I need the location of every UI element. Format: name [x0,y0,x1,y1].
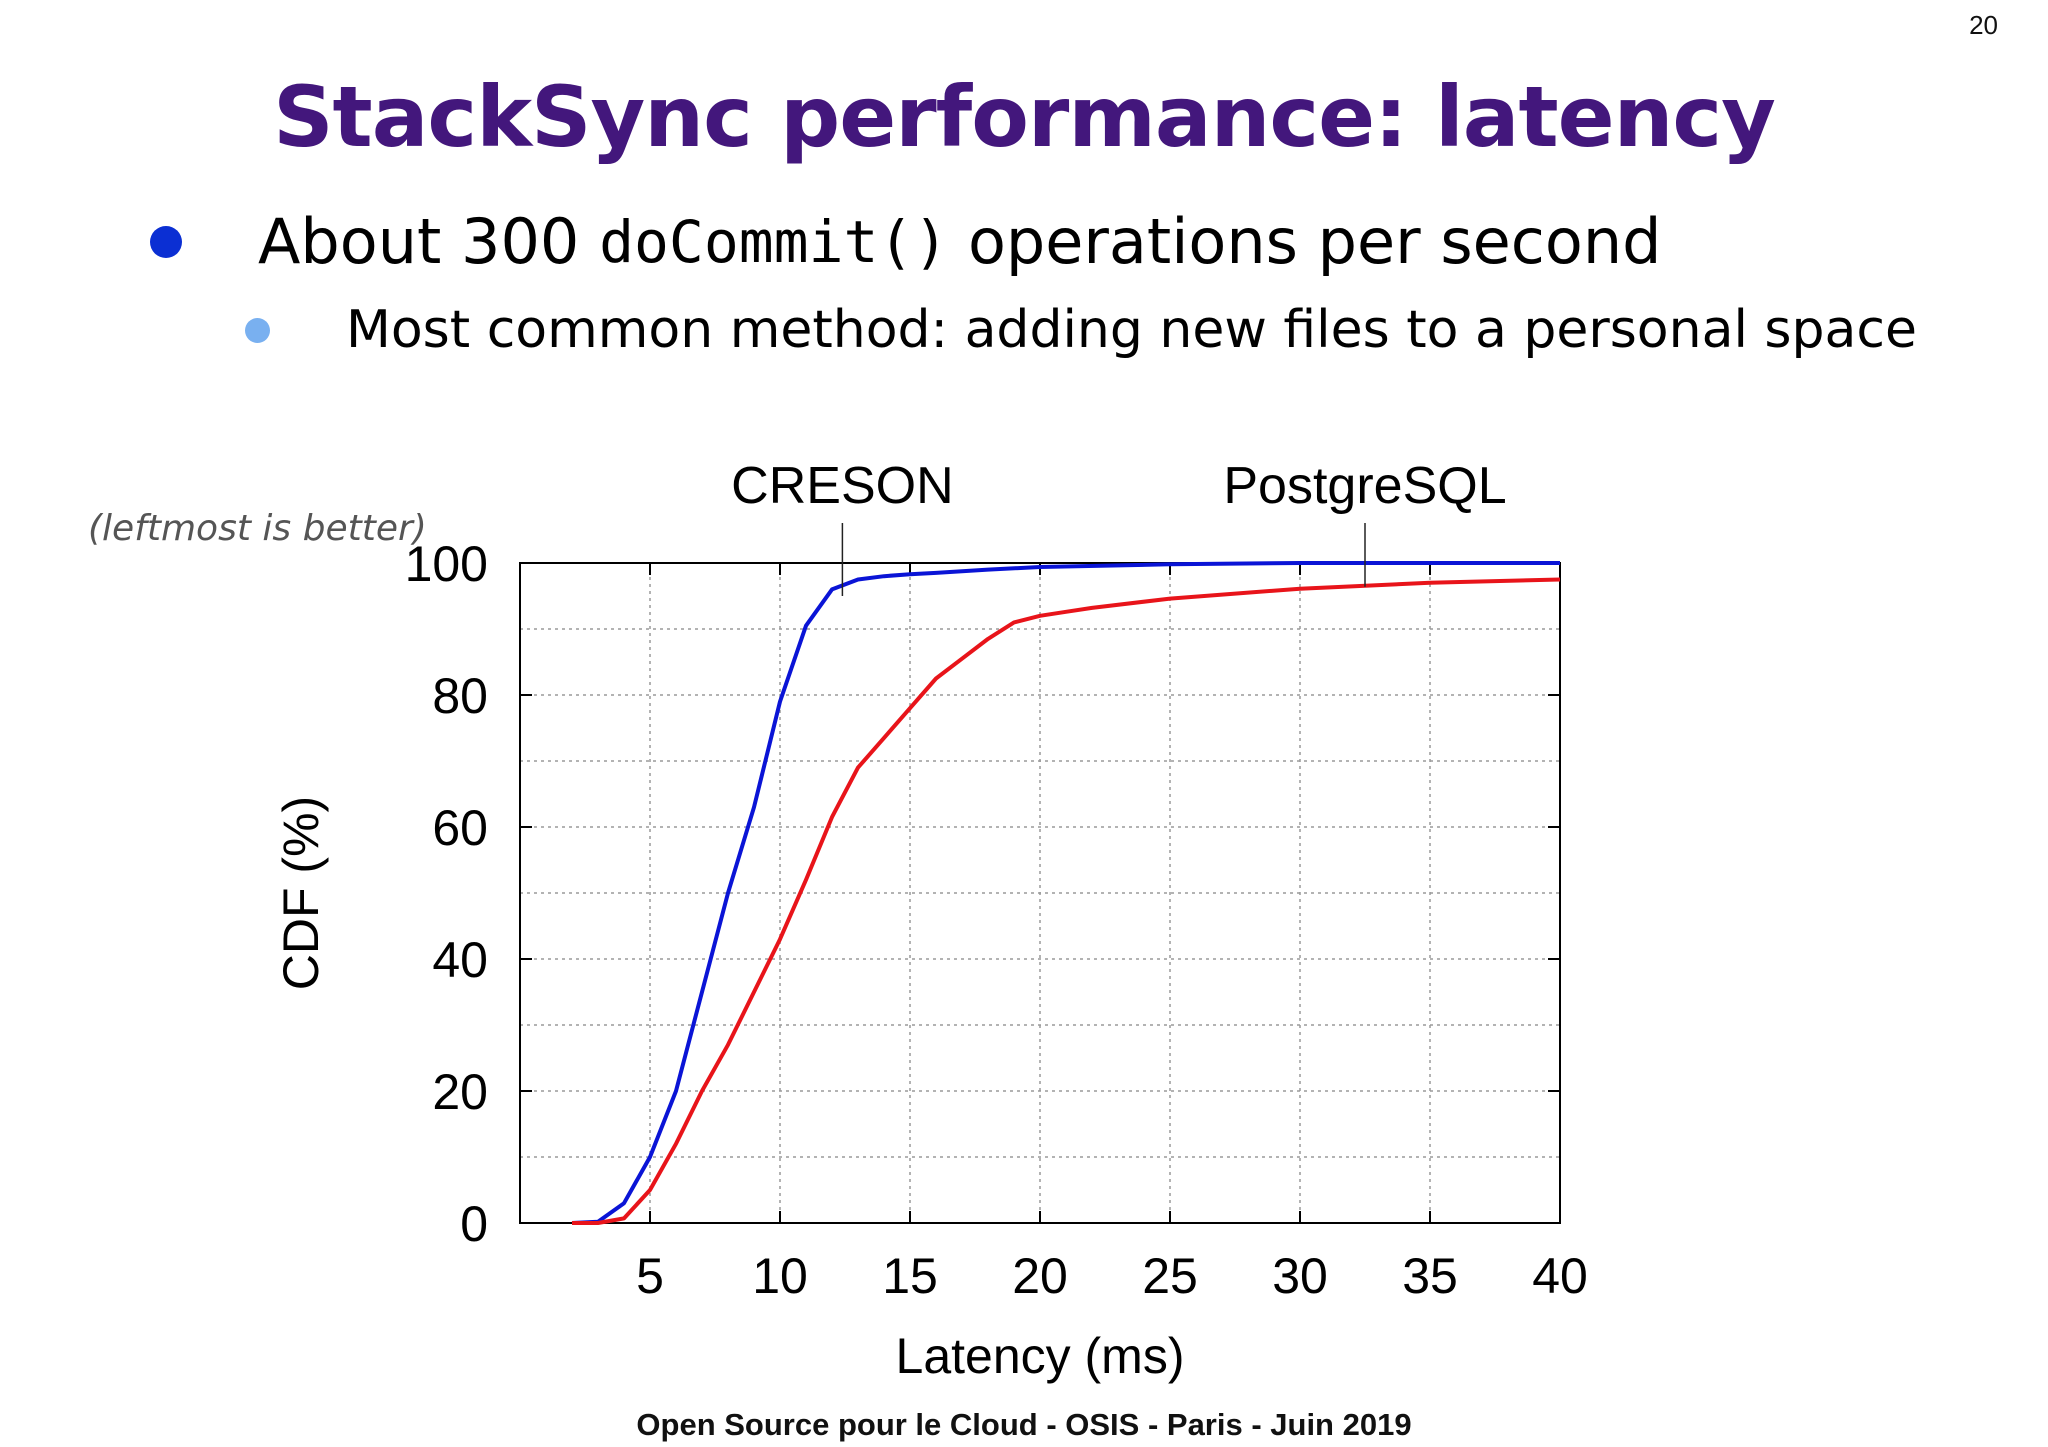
y-tick-label: 20 [432,1064,488,1120]
chart-grid [520,563,1561,1223]
bullet-1-prefix: About 300 [258,205,600,278]
x-tick-label: 15 [882,1248,938,1304]
x-tick-label: 35 [1402,1248,1458,1304]
leftmost-note: (leftmost is better) [88,508,427,549]
y-tick-label: 40 [432,932,488,988]
bullet-1-suffix: operations per second [948,205,1662,278]
y-tick-label: 0 [460,1196,488,1252]
x-tick-label: 5 [636,1248,664,1304]
annotation-label-postgresql: PostgreSQL [1223,457,1506,515]
bullet-1: About 300 doCommit() operations per seco… [150,205,1661,278]
x-tick-label: 40 [1532,1248,1588,1304]
bullet-dot-icon [150,225,182,258]
x-axis-label: Latency (ms) [896,1328,1185,1384]
bullet-2-text: Most common method: adding new files to … [346,300,1917,360]
series-line-postgresql [572,577,1561,1225]
bullet-1-code: doCommit() [599,207,949,276]
slide-title: StackSync performance: latency [273,68,1776,166]
y-tick-label: 100 [405,536,488,592]
series-line-creson [571,561,1560,1225]
y-axis-label: CDF (%) [273,796,329,990]
chart-ticks: 5 10 15 20 25 30 35 40 0 20 40 60 80 100 [405,536,1588,1304]
sub-bullet-dot-icon [245,317,270,343]
page-number: 20 [1969,10,1998,40]
chart-annotations: CRESON PostgreSQL [731,457,1507,596]
bullet-2: Most common method: adding new files to … [245,300,1917,360]
x-tick-label: 25 [1142,1248,1198,1304]
x-tick-label: 30 [1272,1248,1328,1304]
x-tick-label: 10 [752,1248,808,1304]
x-tick-label: 20 [1012,1248,1068,1304]
annotation-label-creson: CRESON [731,457,953,515]
y-tick-label: 80 [432,668,488,724]
footer: Open Source pour le Cloud - OSIS - Paris… [636,1407,1412,1442]
chart-series [571,561,1561,1225]
y-tick-label: 60 [432,800,488,856]
